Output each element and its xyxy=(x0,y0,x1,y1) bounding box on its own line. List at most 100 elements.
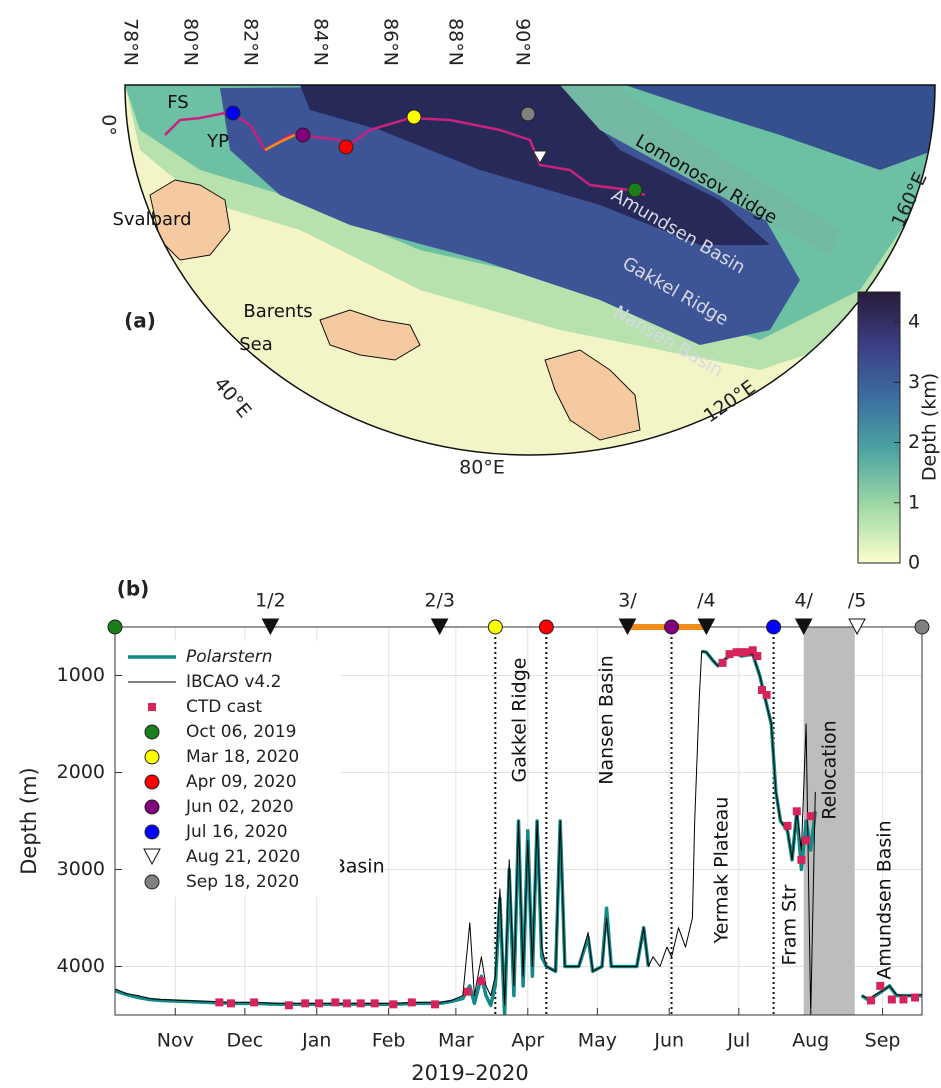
ctd-cast xyxy=(807,812,815,820)
latitude-label: 88°N xyxy=(445,18,467,66)
relocation-shade xyxy=(804,627,855,1015)
legend-label: Aug 21, 2020 xyxy=(186,847,300,867)
ctd-cast xyxy=(371,999,379,1007)
ctd-cast xyxy=(343,999,351,1007)
map-marker xyxy=(407,110,421,124)
ctd-cast xyxy=(719,659,727,667)
colorbar-tick-label: 2 xyxy=(908,431,920,453)
place-label: Barents xyxy=(243,301,312,322)
y-axis-label: Depth (m) xyxy=(17,767,41,874)
legend-swatch xyxy=(145,825,159,839)
region-label: Gakkel Ridge xyxy=(509,658,531,783)
ctd-cast xyxy=(315,999,323,1007)
x-tick-label: Dec xyxy=(226,1030,263,1052)
y-tick-label: 3000 xyxy=(57,858,105,880)
ctd-cast xyxy=(408,998,416,1006)
x-tick-label: Jan xyxy=(301,1030,331,1052)
place-label: YP xyxy=(206,131,229,152)
latitude-label: 86°N xyxy=(380,18,402,66)
ctd-cast xyxy=(753,652,761,660)
y-tick-label: 4000 xyxy=(57,955,105,977)
ctd-cast xyxy=(726,650,734,658)
x-tick-label: May xyxy=(578,1030,617,1052)
legend-swatch xyxy=(145,875,159,889)
x-tick-label: Apr xyxy=(511,1030,544,1052)
leg-label: 1/2 xyxy=(255,590,286,612)
legend-label: Jul 16, 2020 xyxy=(185,822,288,842)
ctd-cast xyxy=(389,1000,397,1008)
ctd-cast xyxy=(463,988,471,996)
legend-label: Jun 02, 2020 xyxy=(185,797,294,817)
ctd-cast xyxy=(867,996,875,1004)
legend-swatch xyxy=(145,725,159,739)
x-tick-label: Sep xyxy=(865,1030,901,1052)
legend-swatch xyxy=(145,775,159,789)
region-label: Amundsen Basin xyxy=(874,820,896,979)
leg-label: 3/ xyxy=(618,590,637,612)
latitude-label: 90°N xyxy=(512,18,534,66)
legend-swatch xyxy=(145,750,159,764)
x-tick-label: Feb xyxy=(372,1030,406,1052)
ctd-cast xyxy=(802,836,810,844)
ctd-cast xyxy=(215,998,223,1006)
region-label: Fram Str xyxy=(779,884,801,965)
legend-label: Sep 18, 2020 xyxy=(186,872,299,892)
y-tick-label: 2000 xyxy=(57,761,105,783)
ctd-cast xyxy=(899,995,907,1003)
ctd-cast xyxy=(784,822,792,830)
place-label: Sea xyxy=(239,334,273,355)
colorbar-tick-label: 4 xyxy=(908,311,920,333)
latitude-label: 80°N xyxy=(180,18,202,66)
legend-label: Oct 06, 2019 xyxy=(186,722,297,742)
map-marker xyxy=(226,106,240,120)
ctd-cast xyxy=(763,691,771,699)
legend-label: Mar 18, 2020 xyxy=(186,747,299,767)
legend-label: IBCAO v4.2 xyxy=(186,672,281,692)
legend-label: Apr 09, 2020 xyxy=(186,772,297,792)
latitude-label: 84°N xyxy=(310,18,332,66)
panel-label: (b) xyxy=(117,577,150,601)
ctd-cast xyxy=(227,999,235,1007)
x-tick-label: Mar xyxy=(438,1030,474,1052)
x-tick-label: Jul xyxy=(726,1030,750,1052)
ctd-cast xyxy=(250,998,258,1006)
map-marker xyxy=(296,128,310,142)
map-marker xyxy=(521,107,535,121)
date-marker xyxy=(539,620,553,634)
colorbar-tick-label: 3 xyxy=(908,371,920,393)
map-marker xyxy=(339,140,353,154)
ctd-cast xyxy=(793,807,801,815)
latitude-label: 82°N xyxy=(240,18,262,66)
latitude-label: 78°N xyxy=(120,18,142,66)
colorbar-tick-label: 1 xyxy=(908,491,920,513)
x-tick-label: Nov xyxy=(157,1030,194,1052)
ctd-cast xyxy=(876,982,884,990)
figure: (a) Depth (km) (b) Depth (m) 2019–2020 7… xyxy=(0,0,941,1088)
longitude-label: 40°E xyxy=(209,373,255,422)
x-tick-label: Jun xyxy=(653,1030,684,1052)
date-marker xyxy=(915,620,929,634)
colorbar xyxy=(858,292,900,563)
leg-label: 4/ xyxy=(794,590,813,612)
region-label: Yermak Plateau xyxy=(711,797,733,945)
legend-label: Polarstern xyxy=(186,647,273,667)
colorbar-tick-label: 0 xyxy=(908,552,920,574)
x-tick-label: Aug xyxy=(792,1030,829,1052)
legend-swatch xyxy=(148,703,156,711)
ctd-cast xyxy=(331,998,339,1006)
colorbar-label: Depth (km) xyxy=(919,373,941,481)
ctd-cast xyxy=(357,999,365,1007)
ctd-cast xyxy=(888,995,896,1003)
ctd-cast xyxy=(742,648,750,656)
ctd-cast xyxy=(431,1000,439,1008)
ctd-cast xyxy=(477,977,485,985)
legend-swatch xyxy=(145,800,159,814)
date-marker xyxy=(488,620,502,634)
x-axis-label: 2019–2020 xyxy=(411,1061,528,1085)
leg-label: /5 xyxy=(848,590,867,612)
legend-label: CTD cast xyxy=(186,697,262,717)
longitude-label: 0° xyxy=(98,114,120,136)
ctd-cast xyxy=(797,856,805,864)
ctd-cast xyxy=(911,994,919,1002)
place-label: Svalbard xyxy=(112,209,191,230)
